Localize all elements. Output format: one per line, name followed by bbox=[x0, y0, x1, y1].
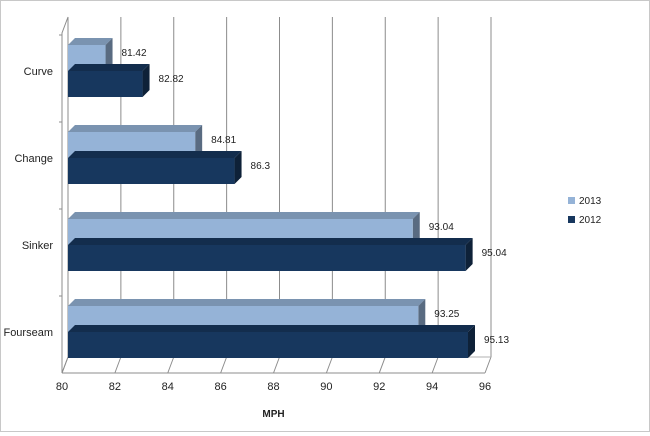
bar-top-face bbox=[68, 151, 242, 158]
x-tick-label: 80 bbox=[56, 381, 68, 393]
floor-gridline bbox=[167, 356, 175, 374]
floor-gridline bbox=[325, 356, 333, 374]
x-tick-label: 86 bbox=[215, 381, 227, 393]
bar-top-face bbox=[68, 38, 113, 45]
bar-end-face bbox=[418, 299, 426, 332]
floor-gridline bbox=[484, 356, 492, 374]
bar bbox=[68, 71, 143, 97]
floor-gridline bbox=[378, 356, 386, 374]
data-label: 95.13 bbox=[484, 335, 509, 346]
bar-top-face bbox=[68, 64, 150, 71]
bar-end-face bbox=[234, 151, 242, 184]
legend-swatch bbox=[568, 197, 575, 204]
data-label: 81.42 bbox=[122, 48, 147, 59]
legend-label: 2012 bbox=[579, 215, 602, 226]
bar-top-face bbox=[68, 325, 475, 332]
bar bbox=[68, 332, 468, 358]
x-tick-label: 88 bbox=[267, 381, 279, 393]
legend-label: 2013 bbox=[579, 196, 602, 207]
floor-gridline bbox=[273, 356, 280, 374]
bar-top-face bbox=[68, 299, 426, 306]
bar bbox=[68, 158, 235, 184]
legend-swatch bbox=[568, 216, 575, 223]
floor-gridline bbox=[114, 356, 122, 374]
floor-gridline bbox=[431, 356, 439, 374]
bar-end-face bbox=[412, 212, 420, 245]
floor-gridline bbox=[220, 356, 228, 374]
side-wall bbox=[61, 16, 69, 374]
x-tick-label: 94 bbox=[426, 381, 438, 393]
bar-end-face bbox=[142, 64, 150, 97]
bar-top-face bbox=[68, 212, 420, 219]
data-label: 95.04 bbox=[482, 248, 507, 259]
x-axis-title: MPH bbox=[262, 409, 284, 420]
y-category-label: Fourseam bbox=[3, 327, 53, 339]
bar-end-face bbox=[195, 125, 203, 158]
data-label: 93.04 bbox=[429, 222, 454, 233]
data-label: 86.3 bbox=[251, 161, 271, 172]
bar-end-face bbox=[465, 238, 473, 271]
x-tick-label: 92 bbox=[373, 381, 385, 393]
x-tick-label: 84 bbox=[162, 381, 174, 393]
y-category-label: Curve bbox=[24, 66, 53, 78]
data-label: 84.81 bbox=[211, 135, 236, 146]
bar bbox=[68, 245, 466, 271]
data-label: 93.25 bbox=[434, 309, 459, 320]
x-tick-label: 90 bbox=[320, 381, 332, 393]
bar-end-face bbox=[105, 38, 113, 71]
bar-end-face bbox=[467, 325, 475, 358]
data-label: 82.82 bbox=[159, 74, 184, 85]
y-category-label: Change bbox=[14, 153, 53, 165]
bar-top-face bbox=[68, 238, 473, 245]
x-tick-label: 82 bbox=[109, 381, 121, 393]
x-tick-label: 96 bbox=[479, 381, 491, 393]
y-category-label: Sinker bbox=[22, 240, 54, 252]
bar-top-face bbox=[68, 125, 203, 132]
